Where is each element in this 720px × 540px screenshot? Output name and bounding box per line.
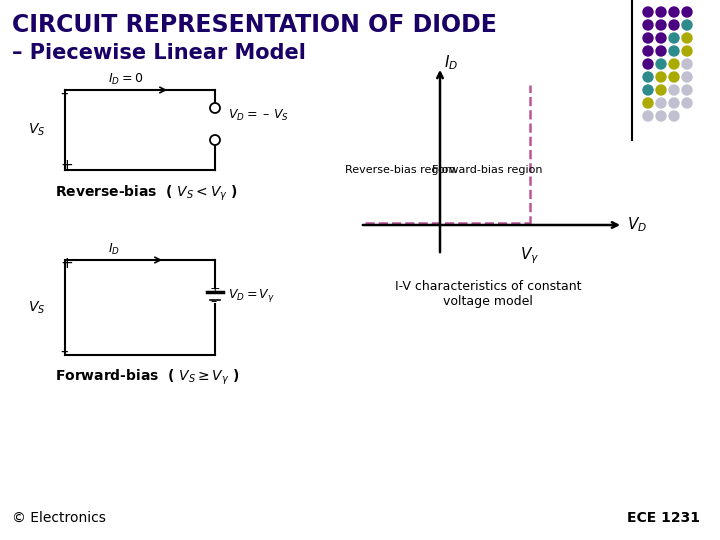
Text: Reverse-bias  ( $V_S < V_\gamma$ ): Reverse-bias ( $V_S < V_\gamma$ ) <box>55 184 238 203</box>
Text: CIRCUIT REPRESENTATION OF DIODE: CIRCUIT REPRESENTATION OF DIODE <box>12 13 497 37</box>
Text: +: + <box>60 256 73 272</box>
Circle shape <box>682 98 692 108</box>
Circle shape <box>656 98 666 108</box>
Circle shape <box>682 85 692 95</box>
Text: Forward-bias region: Forward-bias region <box>432 165 542 175</box>
Circle shape <box>656 7 666 17</box>
Circle shape <box>643 98 653 108</box>
Circle shape <box>643 111 653 121</box>
Circle shape <box>669 7 679 17</box>
Circle shape <box>682 33 692 43</box>
Text: I-V characteristics of constant
voltage model: I-V characteristics of constant voltage … <box>395 280 581 308</box>
Text: +: + <box>60 159 73 173</box>
Text: $I_D = 0$: $I_D = 0$ <box>108 72 143 87</box>
Circle shape <box>669 72 679 82</box>
Circle shape <box>669 46 679 56</box>
Circle shape <box>643 85 653 95</box>
Circle shape <box>669 33 679 43</box>
Circle shape <box>656 59 666 69</box>
Circle shape <box>669 59 679 69</box>
Circle shape <box>669 111 679 121</box>
Text: © Electronics: © Electronics <box>12 511 106 525</box>
Circle shape <box>643 33 653 43</box>
Circle shape <box>656 111 666 121</box>
Text: –: – <box>60 85 68 100</box>
Circle shape <box>643 20 653 30</box>
Text: $V_S$: $V_S$ <box>27 122 45 138</box>
Text: Reverse-bias region: Reverse-bias region <box>345 165 455 175</box>
Text: $V_D$: $V_D$ <box>627 215 647 234</box>
Text: –: – <box>210 295 216 308</box>
Text: $V_D = V_\gamma$: $V_D = V_\gamma$ <box>228 287 275 305</box>
Text: $V_\gamma$: $V_\gamma$ <box>521 245 539 266</box>
Circle shape <box>656 85 666 95</box>
Text: $V_S$: $V_S$ <box>27 300 45 316</box>
Text: +: + <box>210 281 220 294</box>
Circle shape <box>656 72 666 82</box>
Circle shape <box>669 85 679 95</box>
Circle shape <box>643 72 653 82</box>
Circle shape <box>682 59 692 69</box>
Circle shape <box>656 20 666 30</box>
Circle shape <box>656 33 666 43</box>
Circle shape <box>643 7 653 17</box>
Circle shape <box>682 46 692 56</box>
Circle shape <box>682 20 692 30</box>
Circle shape <box>643 46 653 56</box>
Circle shape <box>656 46 666 56</box>
Text: $I_D$: $I_D$ <box>108 242 120 257</box>
Circle shape <box>643 59 653 69</box>
Text: $I_D$: $I_D$ <box>444 53 458 72</box>
Text: $V_D =$ – $V_S$: $V_D =$ – $V_S$ <box>228 107 289 123</box>
Circle shape <box>682 7 692 17</box>
Circle shape <box>210 135 220 145</box>
Circle shape <box>210 103 220 113</box>
Circle shape <box>682 72 692 82</box>
Text: –: – <box>60 343 68 359</box>
Text: Forward-bias  ( $V_S \geq V_\gamma$ ): Forward-bias ( $V_S \geq V_\gamma$ ) <box>55 368 239 387</box>
Text: – Piecewise Linear Model: – Piecewise Linear Model <box>12 43 306 63</box>
Circle shape <box>669 98 679 108</box>
Text: ECE 1231: ECE 1231 <box>627 511 700 525</box>
Circle shape <box>669 20 679 30</box>
